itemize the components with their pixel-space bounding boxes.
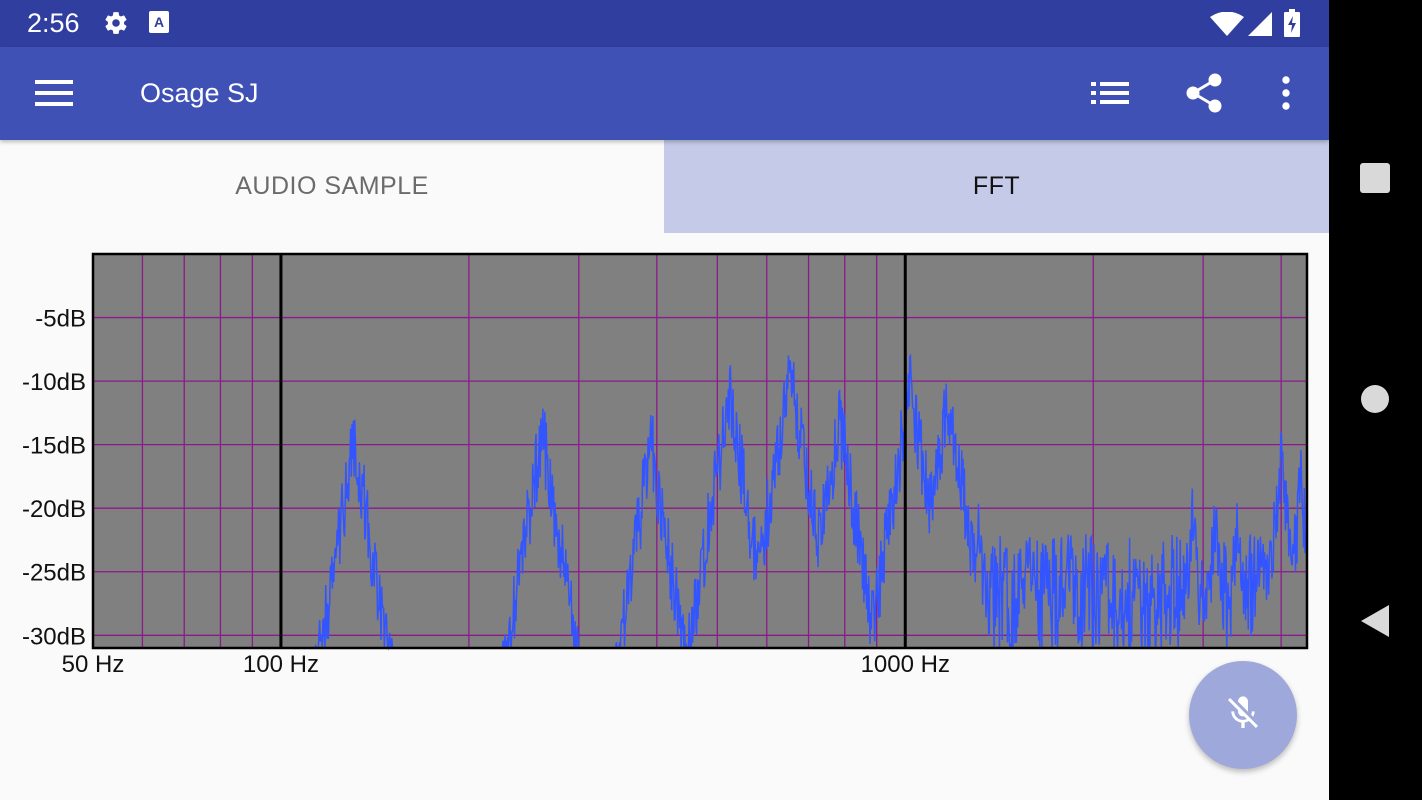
- back-triangle-icon[interactable]: [1355, 601, 1395, 641]
- app-bar: Osage SJ: [0, 47, 1329, 140]
- list-icon[interactable]: [1086, 69, 1134, 117]
- tab-fft-label: FFT: [972, 172, 1021, 200]
- app-title: Osage SJ: [140, 78, 259, 108]
- mic-off-icon: [1223, 693, 1263, 738]
- y-tick-label: -10dB: [22, 369, 86, 396]
- y-tick-label: -20dB: [22, 496, 86, 523]
- more-vert-icon[interactable]: [1262, 69, 1310, 117]
- tab-bar: AUDIO SAMPLE FFT: [0, 140, 1329, 233]
- x-tick-label: 100 Hz: [243, 651, 319, 678]
- y-tick-label: -25dB: [22, 560, 86, 587]
- x-tick-label: 50 Hz: [62, 651, 125, 678]
- app-screen: 2:56 A Osage SJ AUD: [0, 0, 1329, 800]
- svg-text:A: A: [154, 14, 164, 30]
- status-bar: 2:56 A: [0, 0, 1329, 47]
- x-tick-label: 1000 Hz: [861, 651, 950, 678]
- mic-toggle-button[interactable]: [1189, 661, 1297, 769]
- navigation-bar: [1329, 0, 1422, 800]
- y-tick-label: -30dB: [22, 623, 86, 650]
- recents-square-icon[interactable]: [1355, 158, 1395, 198]
- menu-icon[interactable]: [30, 69, 78, 117]
- signal-icon: [1248, 12, 1272, 41]
- tab-audio-sample[interactable]: AUDIO SAMPLE: [0, 140, 664, 233]
- keyboard-a-icon: A: [148, 10, 170, 39]
- share-icon[interactable]: [1180, 69, 1228, 117]
- wifi-icon: [1210, 11, 1244, 41]
- home-circle-icon[interactable]: [1355, 379, 1395, 419]
- tab-audio-sample-label: AUDIO SAMPLE: [235, 172, 429, 200]
- y-tick-label: -5dB: [35, 306, 86, 333]
- y-tick-label: -15dB: [22, 433, 86, 460]
- tab-fft[interactable]: FFT: [664, 140, 1329, 233]
- gear-icon: [103, 10, 129, 41]
- battery-charging-icon: [1284, 9, 1300, 42]
- plot-border: [91, 252, 1309, 650]
- status-time: 2:56: [27, 8, 80, 38]
